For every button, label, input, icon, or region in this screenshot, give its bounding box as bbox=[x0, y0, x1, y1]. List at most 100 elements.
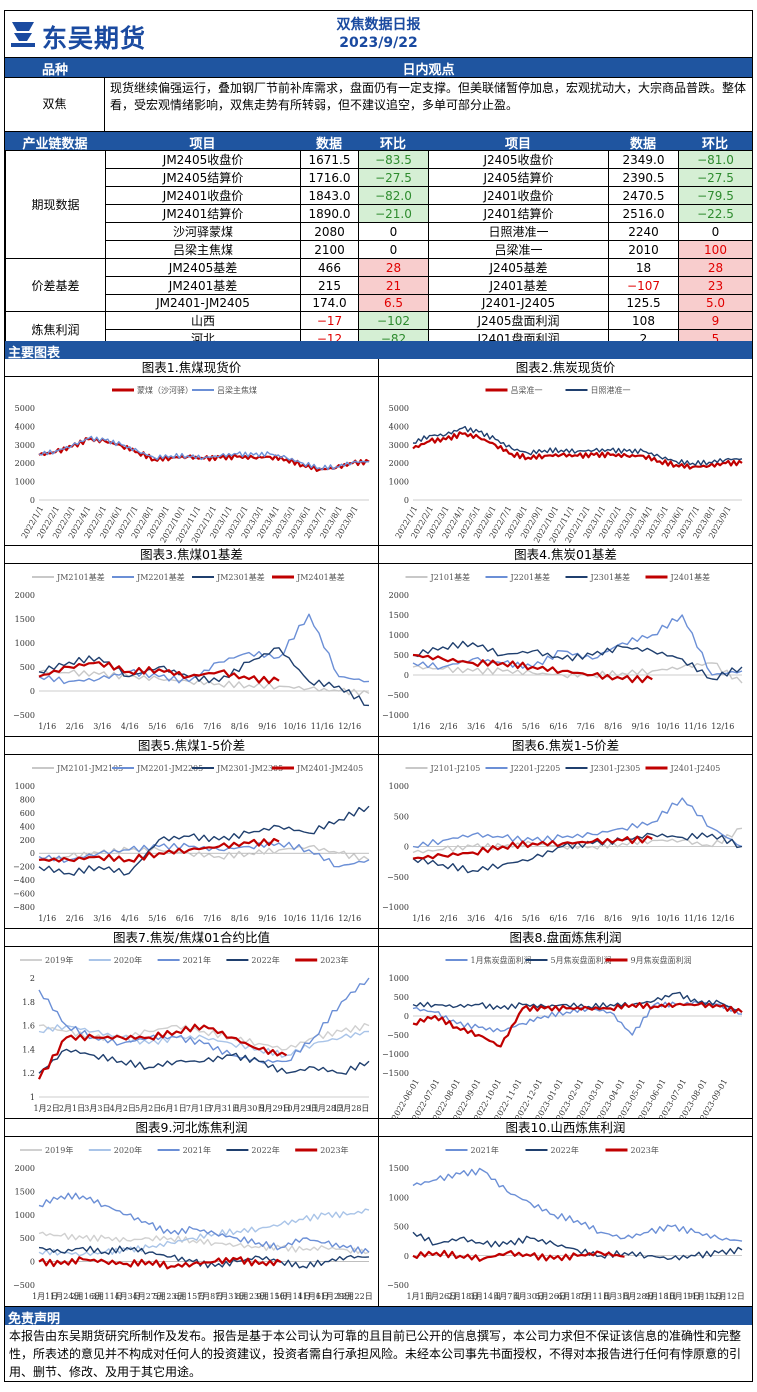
col-change-right: 环比 bbox=[701, 137, 728, 152]
series-line bbox=[412, 1001, 743, 1048]
table-row: 期现数据 JM2405收盘价 1671.5 −83.5 J2405收盘价 2349.0 −8… bbox=[5, 150, 753, 259]
y-tick-label: −500 bbox=[13, 1281, 35, 1290]
value-left: −17 bbox=[300, 311, 359, 330]
x-tick-label: 9/16 bbox=[632, 722, 650, 731]
series-line bbox=[38, 1192, 370, 1255]
charts-section-title: 主要图表 bbox=[8, 346, 61, 361]
chart-svg: 2019年 2020年 2021年 2022年 2023年21.81.61.41.211… bbox=[20, 955, 370, 1113]
table-row: 价差基差 JM2405基差 466 28 J2405基差 18 28 bbox=[5, 258, 753, 312]
x-tick-label: 7/16 bbox=[203, 914, 221, 923]
x-tick-label: 11/16 bbox=[684, 914, 707, 923]
report-title: 双焦数据日报 bbox=[336, 17, 421, 33]
chart-svg: 2019年 2020年 2021年 2022年 2023年 2000 1500 1000 500… bbox=[13, 1145, 373, 1301]
y-tick-label: 500 bbox=[20, 1234, 35, 1243]
value-left: 2100 bbox=[300, 240, 359, 259]
y-tick-label: 0 bbox=[404, 1252, 409, 1261]
value-left: 1716.0 bbox=[300, 168, 359, 187]
y-tick-label: 2000 bbox=[389, 459, 409, 468]
y-tick-label: 0 bbox=[30, 1258, 35, 1267]
y-tick-label: 500 bbox=[394, 651, 409, 660]
x-tick-label: 9/16 bbox=[258, 722, 276, 731]
y-tick-label: 3000 bbox=[15, 441, 35, 450]
chart-title: 图表2.焦炭现货价 bbox=[379, 359, 752, 377]
x-tick-label: 4/16 bbox=[494, 722, 512, 731]
x-tick-label: 5月23日 bbox=[153, 1292, 184, 1301]
y-tick-label: 0 bbox=[404, 843, 409, 852]
x-tick-label: 5/16 bbox=[148, 722, 166, 731]
series-line bbox=[38, 1256, 282, 1270]
series-line bbox=[38, 1231, 370, 1255]
y-tick-label: 0 bbox=[404, 671, 409, 680]
disclaimer-text: 本报告由东吴期货研究所制作及发布。报告是基于本公司认为可靠的且目前已公开的信息撰… bbox=[9, 1329, 742, 1379]
legend-label: J2401-J2405 bbox=[670, 764, 721, 773]
chart-panel-9: 图表9.河北炼焦利润 2019年 2020年 2021年 2022年 2023年 2000 1… bbox=[5, 1119, 379, 1307]
y-tick-label: 2000 bbox=[15, 591, 35, 600]
value-right: 2516.0 bbox=[608, 204, 679, 223]
x-tick-label: 12/16 bbox=[711, 722, 734, 731]
change-left: 28 bbox=[358, 258, 429, 277]
x-tick-label: 11月28日 bbox=[308, 1104, 344, 1113]
item-left: JM2401-JM2405 bbox=[105, 294, 301, 312]
change-right: 28 bbox=[678, 258, 753, 277]
change-right: 0 bbox=[678, 222, 753, 241]
view-row: 双焦 现货继续偏强运行，叠加钢厂节前补库需求，盘面仍有一定支撑。但美联储暂停加息… bbox=[5, 77, 752, 132]
y-tick-label: 1000 bbox=[15, 478, 35, 487]
value-right: 2390.5 bbox=[608, 168, 679, 187]
table-row: JM2401收盘价 1843.0 −82.0 J2401收盘价 2470.5 −79.5 bbox=[6, 186, 753, 205]
legend-label: JM2401基差 bbox=[296, 572, 345, 582]
x-tick-label: 7月31日 bbox=[215, 1292, 246, 1301]
x-tick-label: 9月29日 bbox=[259, 1104, 290, 1113]
x-tick-label: 1月24日 bbox=[50, 1292, 81, 1301]
y-tick-label: 1.4 bbox=[22, 1045, 35, 1054]
y-tick-label: −200 bbox=[13, 863, 35, 872]
legend-label: JM2101基差 bbox=[56, 572, 105, 582]
series-line bbox=[412, 425, 743, 466]
chart-svg: 吕梁准一 日照港准一5000400030002000100002022/1/120… bbox=[389, 385, 743, 545]
legend-label: 2020年 bbox=[114, 955, 142, 965]
y-tick-label: −1000 bbox=[382, 903, 409, 912]
chart-panel-4: 图表4.焦炭01基差 J2101基差 J2201基差 J2301基差 J2401基差 20… bbox=[379, 546, 752, 737]
item-left: JM2405收盘价 bbox=[105, 150, 301, 169]
legend-label: J2301-J2305 bbox=[590, 764, 641, 773]
chart-svg: JM2101基差 JM2201基差 JM2301基差 JM2401基差 2000 1500… bbox=[13, 572, 370, 731]
y-tick-label: 400 bbox=[20, 822, 35, 831]
x-tick-label: 10/16 bbox=[656, 914, 679, 923]
y-tick-label: 3000 bbox=[389, 441, 409, 450]
legend-label: 2022年 bbox=[251, 955, 279, 965]
change-left: −27.5 bbox=[358, 168, 429, 187]
item-right: 日照港准一 bbox=[428, 222, 609, 241]
y-tick-label: 1000 bbox=[389, 478, 409, 487]
item-right: J2405盘面利润 bbox=[428, 311, 609, 330]
variety-cell: 双焦 bbox=[5, 78, 105, 131]
y-tick-label: −500 bbox=[387, 691, 409, 700]
x-tick-label: 8月23日 bbox=[236, 1292, 267, 1301]
change-right: −27.5 bbox=[678, 168, 753, 187]
legend-label: 2021年 bbox=[183, 1145, 211, 1155]
x-tick-label: 2/16 bbox=[66, 722, 84, 731]
x-tick-label: 11月29日 bbox=[316, 1292, 352, 1301]
y-tick-label: −600 bbox=[13, 890, 35, 899]
x-tick-label: 11月15日 bbox=[687, 1292, 723, 1301]
x-tick-label: 3/16 bbox=[467, 914, 485, 923]
x-tick-label: 3/16 bbox=[467, 722, 485, 731]
item-left: JM2401结算价 bbox=[105, 204, 301, 223]
legend-label: 2023年 bbox=[320, 955, 348, 965]
chart-svg: 2021年 2022年 2023年 1500 1000 500 0 −500 1月1日1月26日… bbox=[387, 1145, 745, 1301]
x-tick-label: 3/16 bbox=[93, 722, 111, 731]
report-header: 东吴期货 双焦数据日报 2023/9/22 bbox=[5, 11, 752, 58]
legend-label: 5月焦炭盘面利润 bbox=[551, 955, 612, 965]
x-tick-label: 1/16 bbox=[38, 722, 56, 731]
series-line bbox=[38, 613, 370, 685]
change-left: 0 bbox=[358, 240, 429, 259]
y-tick-label: 1000 bbox=[389, 782, 409, 791]
x-tick-label: 4月3日 bbox=[115, 1292, 141, 1301]
series-line bbox=[412, 1249, 625, 1262]
item-left: 山西 bbox=[105, 311, 301, 330]
y-tick-label: 500 bbox=[20, 663, 35, 672]
x-tick-label: 4/16 bbox=[494, 914, 512, 923]
chart-svg: JM2101-JM2105 JM2201-JM2205 JM2301-JM2305 J… bbox=[13, 764, 370, 923]
series-line bbox=[38, 435, 370, 471]
x-tick-label: 9/16 bbox=[632, 914, 650, 923]
legend-label: 蒙煤（沙河驿） bbox=[137, 385, 193, 395]
change-left: 0 bbox=[358, 222, 429, 241]
